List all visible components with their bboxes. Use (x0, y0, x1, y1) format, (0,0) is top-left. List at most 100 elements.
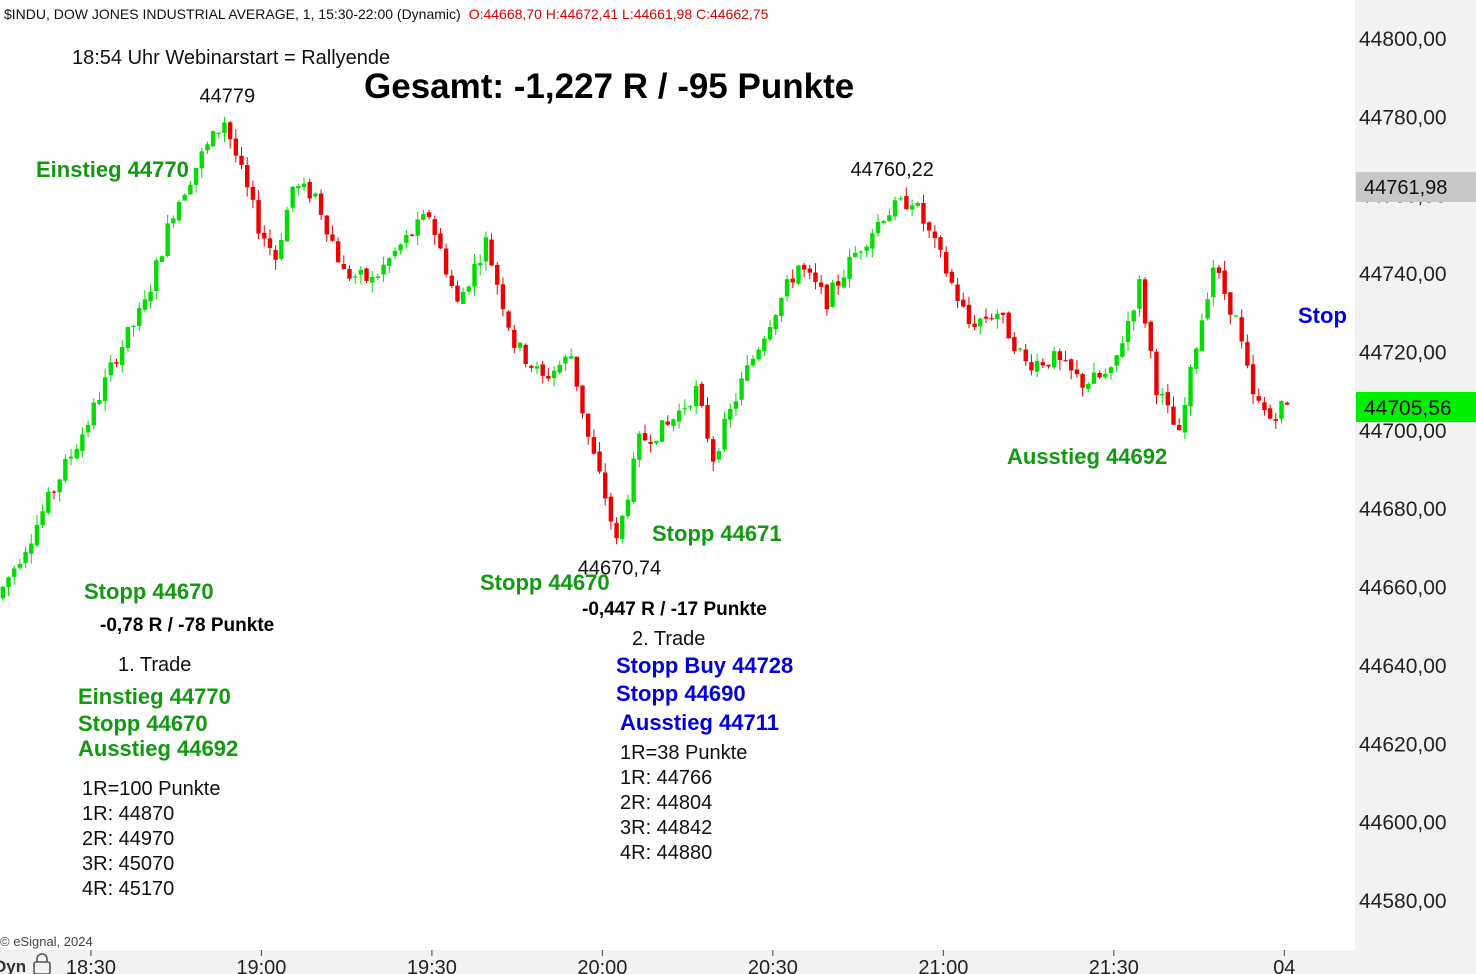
candle-up (1205, 299, 1210, 319)
candle-up (205, 144, 210, 151)
x-tick-label: 19:30 (407, 957, 457, 974)
candle-up (864, 246, 869, 251)
candle-down (318, 193, 324, 215)
candle-up (392, 250, 398, 257)
trade-2-r: 3R: 44842 (620, 817, 712, 839)
candle-up (654, 440, 659, 444)
trade-2-line: Stopp Buy 44728 (616, 653, 793, 678)
candle-up (97, 399, 102, 404)
candle-up (148, 291, 153, 302)
candle-down (489, 239, 494, 266)
candle-up (29, 543, 34, 554)
candle-up (1017, 348, 1023, 350)
candle-up (63, 459, 68, 481)
candle-down (364, 268, 369, 281)
candle-up (898, 198, 903, 200)
candle-down (341, 264, 347, 270)
candle-up (1182, 404, 1188, 433)
last-price-box (1356, 392, 1476, 422)
candle-up (1103, 373, 1108, 378)
candle-down (801, 264, 807, 270)
candle-down (1063, 360, 1068, 362)
price-tag-label: 44761,98 (1364, 177, 1447, 199)
candle-down (335, 241, 341, 263)
candle-down (245, 164, 250, 188)
candle-up (847, 256, 852, 280)
candle-up (631, 458, 636, 503)
header-symbol: $INDU, DOW JONES INDUSTRIAL AVERAGE, 1, … (4, 6, 461, 22)
time-axis[interactable]: 18:30 19:00 19:30 20:00 20:30 21:00 21:30 04 (66, 950, 1296, 974)
candle-down (1040, 362, 1045, 366)
trade-2-line: Ausstieg 44711 (620, 710, 779, 735)
candle-up (193, 168, 199, 185)
candle-up (57, 479, 62, 493)
candle-up (375, 276, 381, 279)
candle-down (455, 285, 460, 302)
candle-down (1216, 267, 1222, 273)
candle-down (648, 441, 653, 444)
candle-up (313, 193, 318, 197)
candle-down (432, 219, 437, 235)
dynamic-label: Dyn (0, 957, 26, 974)
candle-up (659, 420, 665, 442)
trade-1-r: 3R: 45070 (82, 853, 174, 875)
candle-down (1057, 351, 1063, 361)
lock-icon[interactable] (33, 953, 51, 974)
candle-down (989, 318, 994, 320)
candle-up (460, 292, 466, 304)
candle-up (881, 220, 886, 223)
trade-2-line: Stopp 44690 (616, 681, 746, 706)
trade-2-r: 1R: 44766 (620, 767, 712, 789)
trade-2-r: 2R: 44804 (620, 792, 712, 814)
stop-right: Stop (1298, 303, 1347, 328)
candle-down (506, 311, 511, 328)
candle-down (1148, 321, 1153, 351)
candle-up (773, 315, 778, 330)
candle-up (779, 297, 784, 316)
x-tick-label: 19:00 (236, 957, 286, 974)
candle-up (693, 386, 699, 407)
candle-down (529, 365, 534, 368)
candle-up (46, 491, 51, 513)
candle-up (557, 364, 562, 373)
candle-down (1176, 424, 1182, 431)
candle-up (756, 349, 761, 360)
candle-up (875, 221, 881, 234)
candle-up (159, 256, 165, 262)
y-tick-label: 44680,00 (1359, 498, 1447, 521)
candle-down (961, 299, 966, 307)
gesamt-title: Gesamt: -1,227 R / -95 Punkte (364, 67, 854, 106)
candle-up (762, 338, 767, 352)
einstieg-top: Einstieg 44770 (36, 157, 189, 182)
candle-down (239, 155, 244, 165)
candle-up (796, 265, 801, 284)
candle-up (534, 366, 540, 369)
candle-up (85, 425, 91, 433)
y-tick-label: 44660,00 (1359, 577, 1447, 600)
price-tag-box (1356, 172, 1476, 202)
candle-up (1120, 343, 1125, 357)
candle-down (921, 202, 926, 224)
candle-down (1273, 419, 1278, 421)
candle-up (17, 563, 23, 568)
trade-1-line: Stopp 44670 (78, 711, 208, 736)
candle-down (1171, 406, 1176, 425)
stopp-c: Stopp 44671 (652, 521, 782, 546)
trade-1-r: 1R: 44870 (82, 803, 174, 825)
trade-2-r: 4R: 44880 (620, 842, 712, 864)
candle-down (1165, 392, 1171, 406)
candle-up (671, 419, 676, 426)
candle-down (574, 356, 580, 387)
candle-down (585, 413, 591, 437)
candle-up (91, 402, 96, 426)
candle-up (404, 235, 409, 243)
candle-up (1194, 348, 1199, 369)
candle-up (1091, 372, 1097, 384)
candle-down (1023, 349, 1028, 362)
candle-up (625, 499, 631, 517)
candle-up (978, 318, 983, 327)
trade-1-r: 1R=100 Punkte (82, 778, 220, 800)
trade-1-r: 2R: 44970 (82, 828, 174, 850)
candle-down (932, 231, 938, 239)
